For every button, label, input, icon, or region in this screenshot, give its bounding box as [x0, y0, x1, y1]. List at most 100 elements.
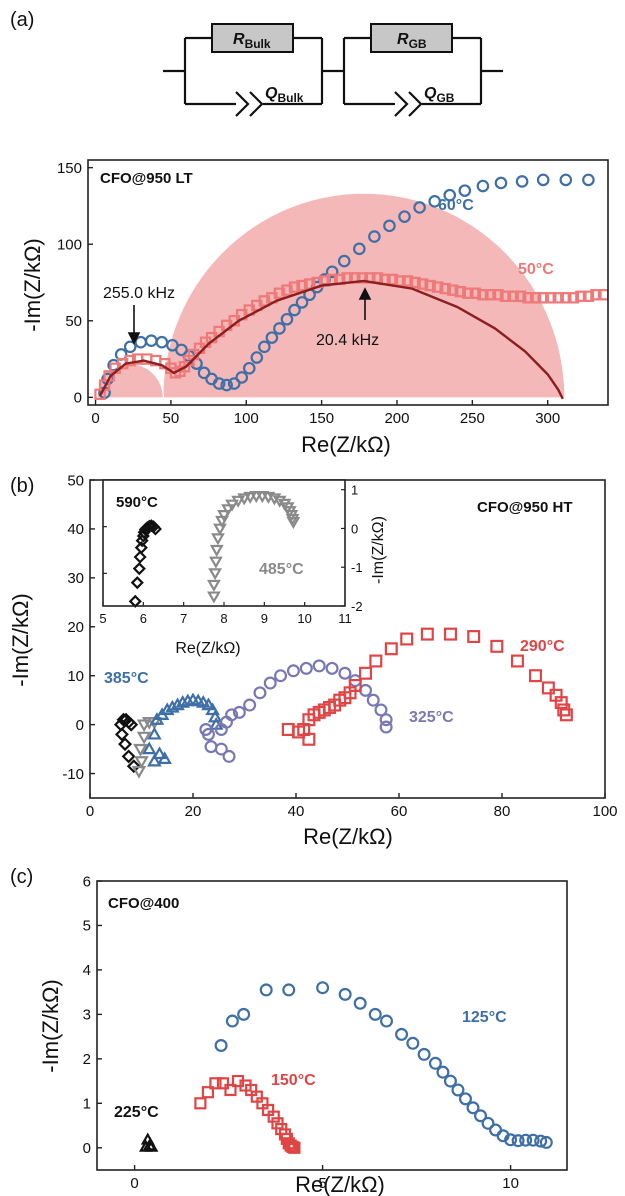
- series-1-point: [590, 289, 602, 301]
- series-c-point: [216, 1077, 230, 1090]
- inset-frame: [102, 479, 346, 607]
- series-b-point: [201, 697, 216, 711]
- chart-c-ytick-label: 1: [83, 1096, 91, 1113]
- series-c-point: [267, 1110, 280, 1123]
- chart-a-ytick-label: 150: [57, 160, 82, 177]
- series-0-point: [353, 242, 366, 256]
- series-b-point: [152, 746, 167, 760]
- chart-a-xtick-label: 100: [234, 410, 259, 427]
- inset-series-point: [209, 556, 223, 569]
- series-0-point: [494, 176, 508, 190]
- series-b-point: [131, 765, 147, 779]
- series-c-point: [511, 1134, 525, 1148]
- series-b-point: [490, 639, 504, 653]
- inset-series-point: [207, 591, 221, 604]
- inset-xtick-label: 8: [220, 611, 227, 626]
- series-c-point: [526, 1133, 540, 1147]
- series-c-point: [201, 1086, 215, 1099]
- series-1-point: [477, 289, 489, 301]
- chart-b-xtick-label: 20: [185, 803, 202, 820]
- chart-b-ytick-label: 0: [76, 717, 84, 734]
- series-1-point: [401, 275, 414, 287]
- series-1-point: [273, 287, 286, 299]
- series-c-point: [451, 1083, 465, 1097]
- chart-b-xlabel: Re(Z/kΩ): [303, 824, 393, 849]
- series-b-point: [384, 642, 398, 656]
- series-0-point: [413, 201, 426, 214]
- series-0-point: [155, 335, 169, 349]
- inset-xtick-label: 10: [297, 611, 311, 626]
- series-1-point: [582, 290, 595, 302]
- series-0-point: [235, 371, 249, 384]
- chart-c-ytick-label: 4: [83, 962, 91, 979]
- series-b-point: [124, 717, 139, 732]
- series-1-point: [522, 292, 534, 304]
- series-0-point: [250, 351, 264, 364]
- series-c-point: [282, 983, 296, 997]
- chart-b-xtick-label: 60: [391, 803, 408, 820]
- inset-xtick-label: 5: [99, 611, 106, 626]
- chart-a-ytick-label: 0: [74, 390, 82, 407]
- chart-b-ytick-label: 20: [67, 619, 84, 636]
- series-label-50c: 50°C: [518, 261, 554, 278]
- series-0-point: [428, 195, 441, 208]
- series-b-point: [134, 756, 149, 769]
- series-b-point: [366, 693, 380, 707]
- series-c-point: [225, 1014, 239, 1028]
- series-c-point: [214, 1039, 228, 1053]
- chart-a-xtick-label: 0: [91, 410, 99, 427]
- series-label-290c: 290°C: [520, 638, 565, 655]
- series-0-point: [443, 188, 457, 202]
- annotation-20khz: 20.4 kHz: [316, 332, 379, 349]
- series-c-point: [504, 1133, 518, 1147]
- series-0-point: [273, 322, 286, 335]
- series-c-point: [395, 1027, 409, 1041]
- series-1-point: [424, 279, 436, 292]
- series-b-point: [225, 708, 239, 722]
- series-b-point: [205, 702, 220, 716]
- series-b-point: [141, 741, 157, 755]
- series-b-point: [312, 659, 326, 673]
- series-label-125c: 125°C: [462, 1009, 507, 1026]
- series-0-point: [220, 378, 233, 392]
- series-c-point: [237, 1007, 251, 1021]
- series-1-point: [552, 292, 564, 304]
- inset-ytick-right-label: 0: [351, 521, 358, 536]
- chart-a-xtick-label: 300: [535, 410, 560, 427]
- chart-b-ylabel: -Im(Z/kΩ): [8, 593, 33, 686]
- series-c-point: [224, 1083, 237, 1097]
- inset-series-point: [133, 550, 147, 564]
- chart-a-frame: [87, 159, 609, 406]
- series-c-point: [259, 983, 273, 997]
- series-0-point: [134, 335, 148, 349]
- series-0-point: [280, 312, 294, 326]
- series-0-point: [559, 173, 573, 187]
- inset-series-point: [286, 517, 301, 530]
- inset-xlabel: Re(Z/kΩ): [175, 640, 240, 657]
- inset-series-point: [211, 533, 225, 546]
- series-1-point: [597, 289, 608, 301]
- series-c-point: [466, 1101, 480, 1115]
- series-b-point: [379, 720, 393, 734]
- inset-series-point: [132, 562, 146, 576]
- series-c-point: [368, 1007, 382, 1021]
- series-b-point: [121, 749, 136, 764]
- series-1-point: [567, 292, 580, 304]
- chart-b-ytick-label: 50: [67, 472, 84, 489]
- series-1-point: [356, 272, 369, 284]
- series-b-point: [281, 723, 295, 737]
- series-c-point: [481, 1116, 495, 1130]
- series-c-point: [489, 1123, 503, 1137]
- chart-c-xtick-label: 0: [130, 1175, 138, 1192]
- series-b-point: [253, 686, 267, 700]
- series-c-point: [436, 1065, 450, 1079]
- series-c-point: [353, 996, 367, 1010]
- chart-a-xtick-label: 250: [460, 410, 485, 427]
- series-1-point: [431, 281, 444, 293]
- series-1-point: [560, 292, 572, 304]
- series-0-point: [265, 331, 279, 344]
- series-b-point: [147, 753, 162, 767]
- series-0-point: [288, 303, 301, 317]
- series-b-point: [400, 632, 414, 646]
